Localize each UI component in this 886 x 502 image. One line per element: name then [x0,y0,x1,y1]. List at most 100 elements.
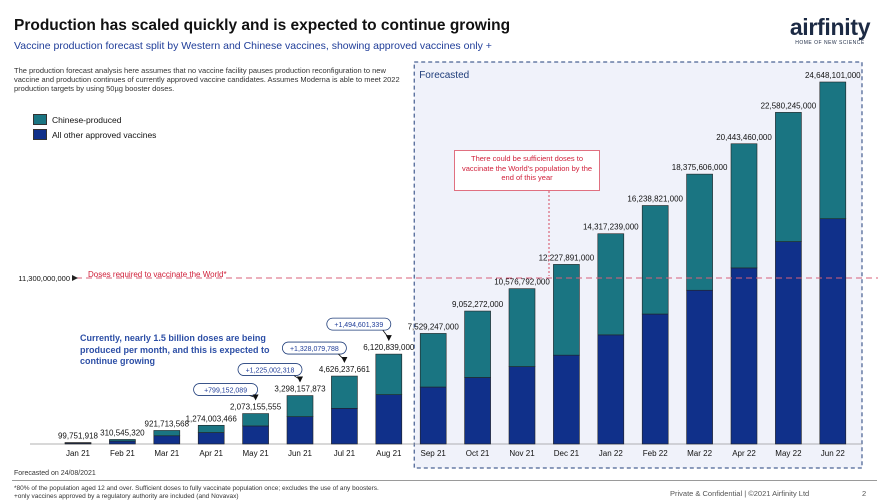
legend-item-other: All other approved vaccines [33,127,156,142]
increment-label-1: +1,225,002,318 [246,368,295,375]
logo-tagline: HOME OF NEW SCIENCE [795,40,865,46]
total-label-sep-21: 7,529,247,000 [408,322,460,331]
bar-other-oct-21 [464,377,491,445]
total-label-apr-21: 1,274,003,466 [186,414,238,423]
threshold-text: Doses required to vaccinate the World* [88,270,227,279]
threshold-value-label: 11,300,000,000 [18,274,70,283]
total-label-feb-21: 310,545,320 [100,428,145,437]
total-label-dec-21: 12,227,891,000 [539,253,595,262]
chart-legend: Chinese-produced All other approved vacc… [33,112,156,142]
bar-chinese-may-22 [775,112,802,242]
footnote-population: *80% of the population aged 12 and over.… [14,485,379,492]
bar-chinese-jan-21 [64,442,92,444]
bar-chinese-sep-21 [419,333,447,388]
x-tick-feb-22: Feb 22 [643,449,668,458]
footer-divider [12,480,877,481]
threshold-arrow-icon [72,275,78,282]
increment-arrowhead-icon-2 [341,357,348,364]
total-label-apr-22: 20,443,460,000 [716,133,772,142]
x-tick-feb-21: Feb 21 [110,449,135,458]
bar-other-mar-22 [686,289,713,445]
total-label-jun-21: 3,298,157,873 [274,385,326,394]
x-tick-aug-21: Aug 21 [376,449,402,458]
bar-chinese-mar-21 [153,430,181,437]
total-label-jun-22: 24,648,101,000 [805,71,861,80]
increment-label-0: +799,152,089 [204,388,247,395]
footnote-approved: +only vaccines approved by a regulatory … [14,493,239,500]
forecast-date: Forecasted on 24/08/2021 [14,470,96,477]
legend-label-chinese: Chinese-produced [52,114,122,125]
page-number: 2 [862,489,867,498]
bar-chinese-aug-21 [375,353,403,395]
bar-other-jun-22 [819,218,847,445]
x-tick-jul-21: Jul 21 [334,449,356,458]
bar-chinese-jan-22 [597,233,625,336]
bar-chinese-jun-21 [286,395,314,417]
bar-other-jan-22 [597,334,625,445]
total-label-mar-22: 18,375,606,000 [672,163,728,172]
x-tick-apr-22: Apr 22 [732,449,756,458]
legend-swatch-other [33,129,47,140]
x-tick-jun-21: Jun 21 [288,449,313,458]
x-tick-oct-21: Oct 21 [466,449,490,458]
page-subtitle: Vaccine production forecast split by Wes… [14,40,492,52]
total-label-oct-21: 9,052,272,000 [452,300,504,309]
bar-chinese-apr-22 [730,143,758,269]
forecast-callout-box: There could be sufficient doses to vacci… [454,150,600,191]
assumptions-note: The production forecast analysis here as… [14,66,400,93]
bar-chinese-apr-21 [197,424,225,433]
bar-other-nov-21 [508,366,536,445]
bar-chinese-mar-22 [686,173,713,291]
bar-chinese-nov-21 [508,288,536,367]
x-tick-mar-22: Mar 22 [687,449,712,458]
x-tick-may-22: May 22 [775,449,802,458]
total-label-may-22: 22,580,245,000 [761,101,817,110]
page-title: Production has scaled quickly and is exp… [14,17,511,34]
bar-other-apr-21 [197,432,225,445]
total-label-mar-21: 921,713,568 [145,419,190,428]
legend-item-chinese: Chinese-produced [33,112,156,127]
x-tick-nov-21: Nov 21 [509,449,535,458]
confidential-label: Private & Confidential | ©2021 Airfinity… [670,489,810,498]
increment-pill-2 [281,341,347,355]
bar-chinese-feb-21 [109,439,136,442]
increment-pill-3 [326,317,392,331]
bar-other-feb-22 [641,313,669,445]
x-tick-jan-22: Jan 22 [599,449,624,458]
x-tick-apr-21: Apr 21 [199,449,223,458]
increment-pill-0 [193,383,259,396]
bar-other-dec-21 [553,354,580,445]
total-label-jul-21: 4,626,237,661 [319,365,371,374]
total-label-may-21: 2,073,155,555 [230,403,282,412]
bar-chinese-jul-21 [331,375,358,409]
bar-other-apr-22 [730,267,758,445]
airfinity-logo: airfinity HOME OF NEW SCIENCE [786,15,874,46]
x-tick-jun-22: Jun 22 [821,449,846,458]
bar-other-aug-21 [375,394,403,445]
total-label-aug-21: 6,120,839,000 [363,343,415,352]
total-label-feb-22: 16,238,821,000 [627,195,683,204]
increment-arrowhead-icon-1 [297,376,303,383]
x-tick-may-21: May 21 [242,449,269,458]
increment-label-3: +1,494,601,339 [334,322,383,329]
bar-other-may-22 [775,241,802,445]
x-tick-sep-21: Sep 21 [421,449,447,458]
bar-other-may-21 [242,425,269,445]
production-callout: Currently, nearly 1.5 billion doses are … [80,333,270,366]
bar-chinese-dec-21 [553,264,580,356]
increment-pill-1 [237,363,303,376]
total-label-jan-22: 14,317,239,000 [583,223,639,232]
logo-word: airfinity [789,14,871,40]
footnotes: *80% of the population aged 12 and over.… [14,485,379,501]
bar-chinese-feb-22 [641,205,669,315]
bar-other-jul-21 [331,408,358,445]
total-label-jan-21: 99,751,918 [58,432,99,441]
total-label-nov-21: 10,576,792,000 [494,278,550,287]
bar-other-mar-21 [153,435,181,445]
bar-other-sep-21 [419,386,447,445]
bar-chinese-may-21 [242,413,269,427]
increment-arrowhead-icon-0 [252,394,259,401]
forecast-label: Forecasted [419,70,469,81]
bar-other-jun-21 [286,416,314,445]
